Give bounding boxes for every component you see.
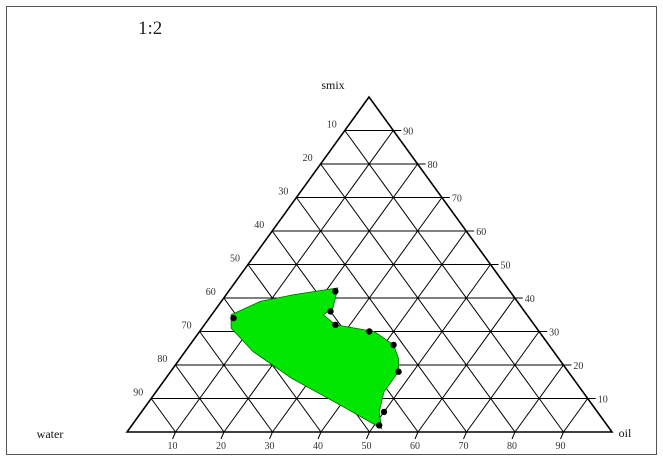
- tick-label-bottom: 20: [216, 441, 226, 452]
- grid-line-oil: [563, 398, 589, 433]
- grid-line-oil: [272, 197, 443, 433]
- chart-title: 1:2: [138, 18, 163, 39]
- data-point: [366, 328, 373, 335]
- tick-label-left: 20: [303, 153, 313, 164]
- tick-mark-bottom: [366, 431, 370, 440]
- tick-label-bottom: 30: [265, 441, 275, 452]
- vertex-label-smix: smix: [321, 78, 344, 92]
- vertex-label-water: water: [37, 427, 64, 441]
- tick-label-bottom: 80: [507, 441, 517, 452]
- tick-label-right: 80: [428, 160, 438, 171]
- tick-label-right: 10: [598, 395, 608, 406]
- tick-mark-bottom: [269, 431, 273, 440]
- grid-line-water: [150, 398, 176, 433]
- tick-label-left: 70: [182, 321, 192, 332]
- tick-label-bottom: 60: [410, 441, 420, 452]
- data-point: [332, 321, 339, 328]
- tick-mark-bottom: [511, 431, 516, 440]
- data-points: [230, 288, 402, 429]
- tick-label-bottom: 10: [168, 441, 178, 452]
- tick-labels: 10 20 30 40 50 60 70 80 90 90 80 70 60 50 40 30 20 10 10 20…: [133, 120, 608, 453]
- tick-mark-bottom: [317, 431, 322, 440]
- grid-line-water: [344, 130, 564, 433]
- tick-label-left: 10: [327, 120, 337, 131]
- tick-label-left: 40: [254, 220, 264, 231]
- tick-label-left: 90: [133, 388, 143, 399]
- tick-label-right: 60: [476, 227, 486, 238]
- tick-label-right: 40: [525, 294, 535, 305]
- tick-label-bottom: 90: [556, 441, 566, 452]
- tick-label-bottom: 40: [313, 441, 323, 452]
- tick-label-left: 30: [278, 187, 288, 198]
- grid-line-oil: [175, 130, 394, 433]
- tick-mark-bottom: [463, 431, 467, 440]
- data-point: [395, 368, 402, 375]
- data-point: [332, 288, 339, 295]
- tick-mark-bottom: [220, 431, 225, 440]
- grid-line-water: [295, 197, 467, 433]
- vertex-label-oil: oil: [619, 426, 632, 440]
- grid-line-oil: [369, 264, 491, 433]
- data-point: [327, 308, 334, 315]
- tick-label-right: 70: [452, 194, 462, 205]
- tick-label-right: 20: [573, 361, 583, 372]
- tick-label-right: 50: [501, 261, 511, 272]
- tick-label-bottom: 70: [459, 441, 469, 452]
- tick-label-left: 60: [206, 287, 216, 298]
- tick-mark-bottom: [172, 431, 176, 440]
- grid-line-water: [199, 331, 273, 433]
- tick-mark-bottom: [560, 431, 564, 440]
- tick-label-left: 80: [157, 354, 167, 365]
- data-point: [390, 341, 397, 349]
- grid-line-oil: [417, 297, 516, 433]
- data-point: [380, 408, 388, 416]
- data-point: [230, 314, 237, 322]
- tick-label-left: 50: [230, 254, 240, 265]
- tick-label-right: 90: [403, 127, 413, 138]
- data-point: [375, 422, 383, 429]
- grid-line-oil: [514, 364, 564, 433]
- grid-line-oil: [466, 331, 540, 433]
- tick-mark-bottom: [414, 431, 419, 440]
- grid-line-water: [174, 364, 225, 433]
- tick-label-bottom: 50: [362, 441, 372, 452]
- tick-label-right: 30: [549, 328, 559, 339]
- microemulsion-region: [230, 287, 399, 430]
